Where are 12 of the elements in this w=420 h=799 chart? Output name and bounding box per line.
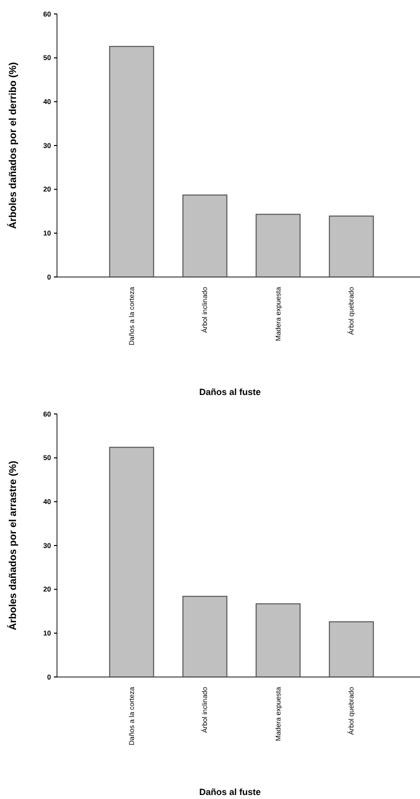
x-axis-title: Daños al fuste [199,787,261,797]
bar [109,446,154,678]
bar [182,596,228,678]
x-axis-title: Daños al fuste [199,387,261,397]
bar [256,603,301,678]
bar [109,46,154,278]
y-axis-title: Árboles dañados por el arrastre (%) [7,460,19,630]
bar [328,621,374,678]
bar [182,194,228,278]
bar [256,214,301,278]
bar [328,216,374,278]
y-axis-title: Árboles dañados por el derribo (%) [7,62,19,229]
